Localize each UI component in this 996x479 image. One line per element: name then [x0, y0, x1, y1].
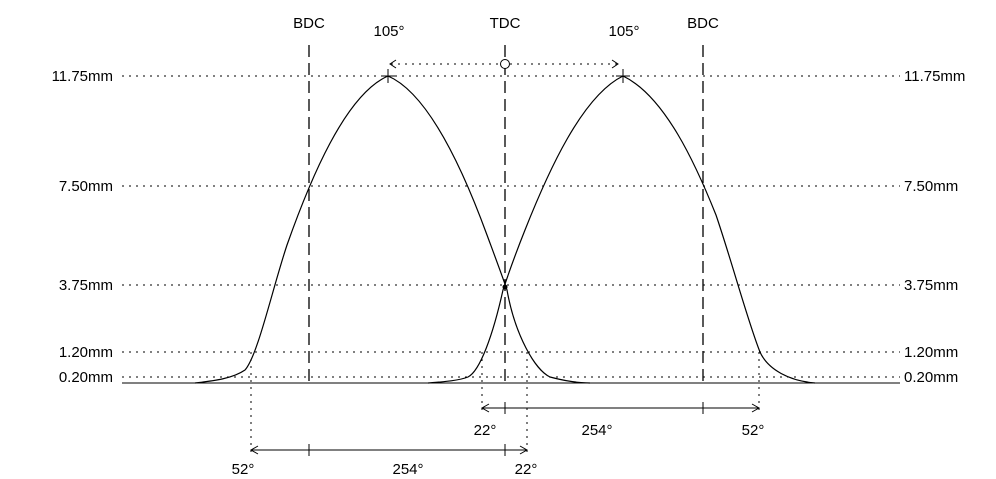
angle-label: 52°	[742, 422, 765, 439]
peak-left-angle: 105°	[373, 23, 404, 40]
arrow-right-head	[611, 59, 619, 69]
lift-label-right: 7.50mm	[904, 178, 958, 195]
lift-curve-right	[427, 75, 816, 384]
bdc-left-label: BDC	[293, 15, 325, 32]
lift-label-right: 11.75mm	[904, 68, 965, 85]
crossover-point	[502, 284, 508, 290]
angle-label: 254°	[392, 461, 423, 478]
lift-label-left: 3.75mm	[59, 277, 113, 294]
angle-label: 22°	[474, 422, 497, 439]
lift-label-right: 1.20mm	[904, 344, 958, 361]
lift-label-left: 1.20mm	[59, 344, 113, 361]
left-lift-labels: 11.75mm 7.50mm 3.75mm 1.20mm 0.20mm	[52, 68, 113, 386]
right-lift-labels: 11.75mm 7.50mm 3.75mm 1.20mm 0.20mm	[904, 68, 965, 386]
bdc-right-label: BDC	[687, 15, 719, 32]
duration-arrow-left-head-end	[519, 445, 529, 455]
angle-label: 254°	[581, 422, 612, 439]
lift-label-left: 0.20mm	[59, 369, 113, 386]
lift-label-left: 7.50mm	[59, 178, 113, 195]
duration-arrow-right-head-start	[480, 403, 490, 413]
lift-label-left: 11.75mm	[52, 68, 113, 85]
angle-label: 22°	[515, 461, 538, 478]
tdc-circle	[500, 59, 510, 69]
duration-arrow-left-head-start	[249, 445, 259, 455]
lift-label-right: 0.20mm	[904, 369, 958, 386]
peak-right-angle: 105°	[608, 23, 639, 40]
angle-label: 52°	[232, 461, 255, 478]
lift-label-right: 3.75mm	[904, 277, 958, 294]
lift-curve-left	[194, 75, 591, 384]
duration-arrow-right-head-end	[751, 403, 761, 413]
lift-reference-lines	[122, 75, 900, 378]
arrow-left-head	[389, 59, 397, 69]
tdc-label: TDC	[490, 15, 521, 32]
